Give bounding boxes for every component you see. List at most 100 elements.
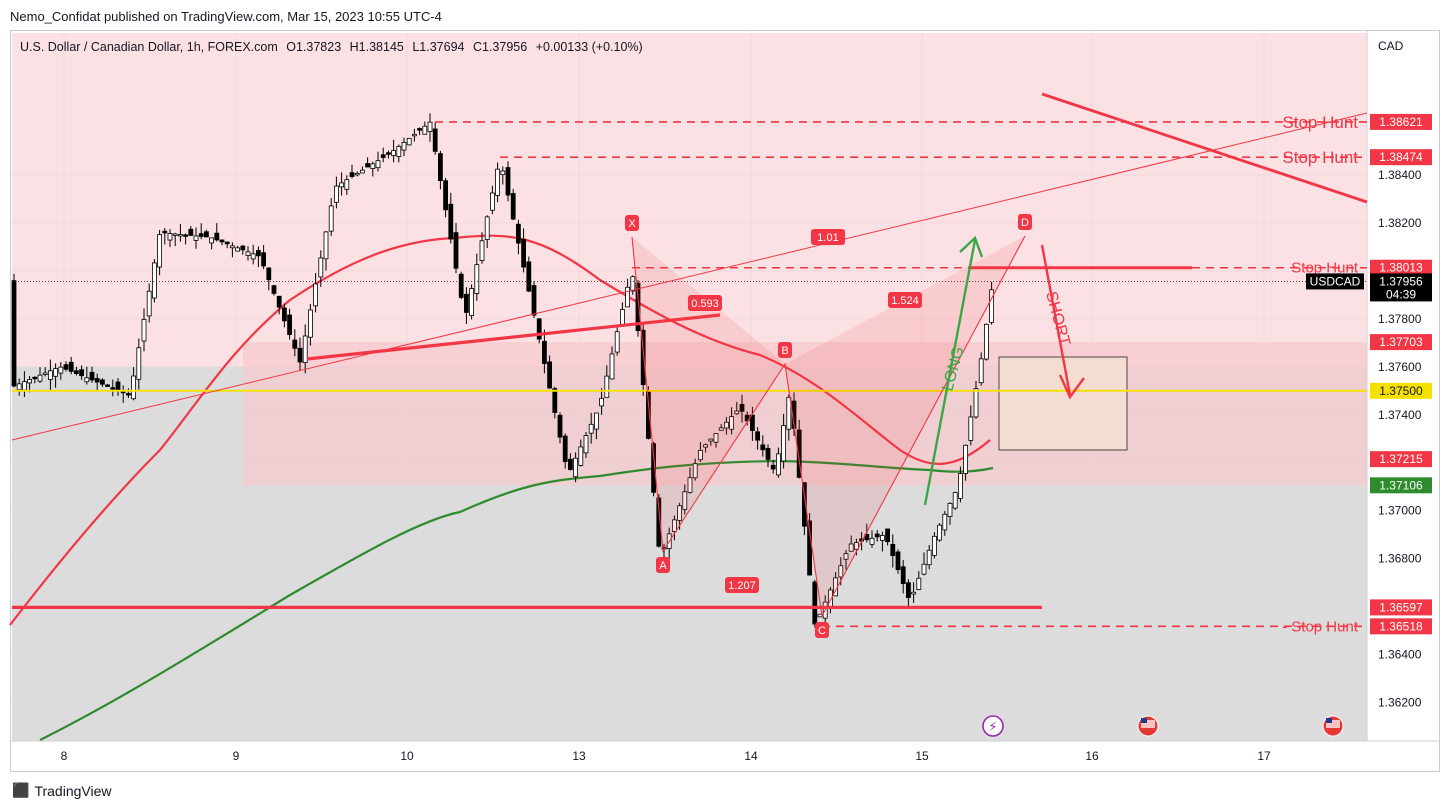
candle-body	[53, 368, 58, 377]
candle-body	[37, 374, 43, 382]
candle-body	[989, 289, 994, 323]
candle-body	[640, 329, 646, 385]
candle-body	[188, 228, 194, 236]
chart-frame	[10, 30, 1440, 772]
pattern-point-badge	[815, 622, 829, 638]
legend-close-value: 1.37956	[482, 40, 528, 54]
candle-body	[214, 232, 220, 241]
price-tick-label: 1.37000	[1378, 504, 1422, 518]
candle-body	[417, 128, 423, 131]
pattern-point-b: B	[781, 345, 788, 357]
candle-body	[21, 381, 27, 391]
candle-body	[651, 443, 656, 493]
legend-open-value: 1.37823	[295, 40, 342, 54]
price-axis-label: 1.36597	[1379, 600, 1423, 614]
price-axis-badge	[1370, 451, 1432, 468]
legend-low-label: L	[412, 40, 420, 54]
stop-hunt-label: Stop Hunt	[1291, 260, 1359, 277]
candle-body	[687, 477, 693, 493]
candle-body	[760, 444, 766, 451]
footer-brand-label: TradingView	[34, 782, 112, 799]
candle-body	[276, 295, 282, 308]
candle-body	[250, 253, 256, 260]
candle-body	[126, 393, 131, 396]
publisher-line: Nemo_Confidat published on TradingView.c…	[10, 9, 442, 24]
candle-body	[505, 167, 511, 196]
candle-body	[911, 591, 916, 595]
axis-layer: CAD1.384001.382001.378001.376001.374001.…	[61, 39, 1422, 763]
candle-body	[770, 464, 776, 470]
candle-body	[432, 128, 438, 152]
legend-high-value: 1.38145	[358, 40, 404, 54]
last-price-badge	[1370, 273, 1432, 302]
candle-body	[42, 372, 48, 375]
candle-body	[183, 234, 189, 237]
candle-body	[729, 416, 734, 430]
ratio-badge	[725, 577, 759, 593]
thick-trendline	[306, 313, 721, 361]
candle-body	[718, 427, 724, 431]
candle-body	[594, 412, 599, 430]
candle-body	[370, 163, 376, 170]
price-axis-label: 1.37703	[1379, 335, 1423, 349]
candle-body	[281, 307, 287, 322]
short-arrow-head	[1058, 374, 1085, 400]
long-arrow-head	[959, 235, 984, 258]
candle-body	[307, 309, 313, 338]
candle-body	[547, 361, 552, 389]
legend-symbol: U.S. Dollar / Canadian Dollar, 1h, FOREX…	[20, 40, 278, 54]
candle-body	[573, 457, 578, 478]
countdown-label: 04:39	[1386, 287, 1416, 301]
candle-body	[193, 235, 199, 241]
candle-body	[463, 293, 469, 313]
candle-body	[942, 513, 948, 531]
harmonic-bcd	[785, 236, 1025, 616]
candle-body	[261, 252, 267, 267]
candle-body	[869, 537, 875, 545]
candle-body	[427, 121, 433, 132]
price-axis-badge	[1370, 618, 1432, 635]
candle-body	[963, 444, 968, 474]
candle-body	[921, 563, 927, 575]
candle-body	[292, 339, 298, 349]
us-flag-stripes	[1326, 720, 1340, 728]
candle-body	[521, 239, 526, 268]
candle-body	[391, 150, 397, 156]
candle-body	[973, 388, 979, 418]
candle-body	[786, 396, 792, 430]
time-tick-label: 17	[1257, 749, 1271, 763]
candle-body	[224, 241, 230, 245]
legend-open-label: O	[286, 40, 296, 54]
candle-body	[167, 233, 173, 241]
candle-body	[302, 335, 308, 364]
candle-body	[344, 179, 350, 190]
candle-body	[838, 565, 844, 578]
candle-body	[489, 192, 495, 211]
candle-body	[437, 153, 443, 181]
candle-body	[339, 182, 345, 188]
candle-body	[474, 264, 480, 294]
candle-body	[677, 505, 682, 521]
candle-body	[375, 160, 381, 169]
candle-body	[422, 125, 428, 135]
candle-body	[136, 347, 142, 380]
candle-body	[978, 358, 984, 384]
candle-body	[588, 423, 594, 434]
price-axis-label: 1.37215	[1379, 452, 1423, 466]
short-arrow-shaft	[1040, 244, 1072, 396]
candle-body	[755, 431, 760, 441]
time-tick-label: 10	[400, 749, 414, 763]
footer-brand[interactable]: ⬛ TradingView	[12, 782, 111, 799]
candle-body	[469, 288, 475, 317]
candle-body	[848, 543, 854, 552]
candle-body	[365, 163, 371, 168]
candle-body	[354, 172, 360, 176]
candle-body	[843, 553, 849, 560]
legend-close-label: C	[472, 40, 482, 54]
candle-body	[245, 251, 251, 256]
candle-body	[958, 473, 963, 499]
pattern-point-d: D	[1021, 217, 1029, 229]
candle-body	[900, 566, 906, 585]
candle-body	[74, 370, 79, 374]
